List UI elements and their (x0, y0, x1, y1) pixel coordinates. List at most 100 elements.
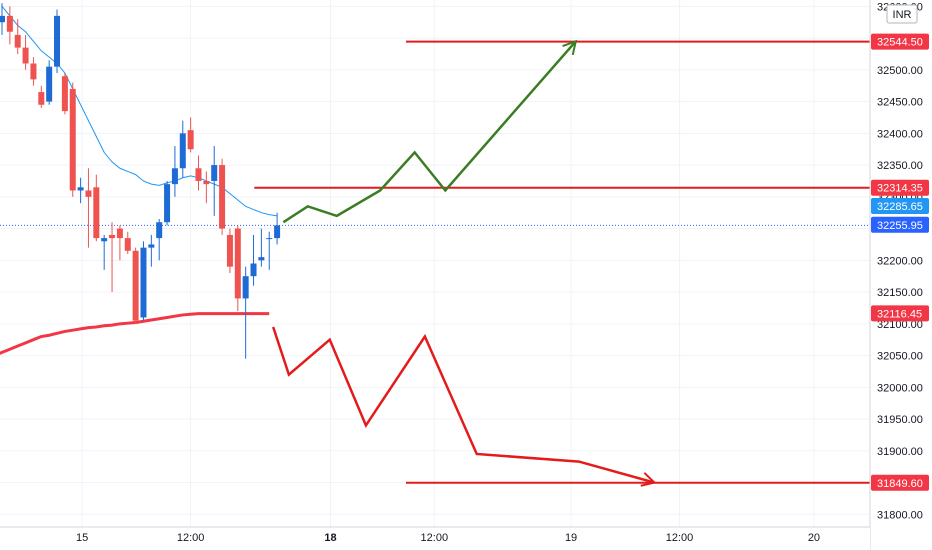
projection-drawings[interactable] (271, 39, 657, 487)
candle (219, 158, 226, 235)
candle-body (14, 34, 21, 48)
candle-body (226, 234, 233, 267)
price-tag-label: 32285.65 (877, 201, 923, 213)
candle (0, 3, 5, 35)
time-tick-label: 20 (808, 532, 820, 544)
price-tag-bg (871, 179, 929, 196)
candle (258, 228, 265, 267)
time-tick-label: 15 (76, 532, 88, 544)
candle (77, 177, 84, 204)
price-tag: 32116.45 (871, 305, 929, 322)
ema-fast-line (1, 6, 278, 217)
candle-body (54, 15, 61, 67)
grid-lines (0, 0, 870, 527)
candle (22, 34, 29, 70)
candle (211, 146, 218, 216)
candle (30, 57, 37, 86)
candle-body (124, 238, 131, 251)
candle (164, 180, 171, 226)
price-tag: 32314.35 (871, 179, 929, 196)
time-tick-label: 19 (565, 532, 577, 544)
price-tick-label: 32150.00 (877, 287, 923, 299)
candle-body (187, 130, 194, 150)
bullish-arrow-head[interactable] (562, 39, 578, 56)
candle (234, 225, 241, 312)
candle-body (85, 190, 92, 197)
moving-average-slow (0, 312, 270, 355)
bullish-projection-path[interactable] (282, 40, 577, 224)
candle (171, 146, 178, 197)
bearish-projection-path[interactable] (271, 326, 655, 484)
candle (266, 231, 273, 270)
candle (179, 120, 186, 178)
candle-body (132, 250, 139, 321)
candle (132, 247, 139, 324)
candle (274, 212, 281, 245)
candle-body (164, 184, 171, 223)
candle-body (179, 133, 186, 169)
price-tag-bg (871, 33, 929, 50)
price-tag-bg (871, 474, 929, 491)
price-axis[interactable]: 31800.0031850.0031900.0031950.0032000.00… (869, 0, 932, 550)
candle-body (69, 88, 76, 191)
candle (46, 60, 53, 105)
time-tick-label: 12:00 (421, 532, 449, 544)
price-tags: 32544.50 32314.35 32285.65 32255.95 32116.45… (871, 33, 929, 491)
candle (250, 234, 257, 286)
time-axis[interactable]: 15 12:00 18 12:00 19 12:00 20 (0, 526, 870, 550)
price-tick-label: 32450.00 (877, 97, 923, 109)
candle-body (156, 222, 163, 239)
candle-body (219, 165, 226, 229)
candle-body (258, 257, 265, 261)
candle-body (171, 168, 178, 185)
candle (116, 225, 123, 261)
ema-slow-line (0, 312, 270, 355)
candle (187, 117, 194, 153)
horizontal-levels[interactable] (254, 40, 870, 484)
candle (93, 174, 100, 242)
price-tick-label: 31950.00 (877, 414, 923, 426)
price-tick-label: 32350.00 (877, 160, 923, 172)
candle-body (93, 187, 100, 239)
currency-label[interactable]: INR (886, 4, 918, 24)
price-tag-label: 31849.60 (877, 478, 923, 490)
candle (242, 266, 249, 359)
candle (38, 85, 45, 108)
price-tag-label: 32255.95 (877, 220, 923, 232)
candle (101, 234, 108, 270)
price-axis-bg (870, 0, 932, 550)
candle (203, 171, 210, 204)
price-tag-bg (871, 216, 929, 233)
candle-body (22, 47, 29, 64)
time-tick-label: 18 (324, 532, 336, 544)
candle (54, 9, 61, 74)
candle-body (38, 92, 45, 105)
candle-body (203, 180, 210, 185)
price-tick-label: 31800.00 (877, 509, 923, 521)
candle (195, 155, 202, 191)
candle-body (234, 228, 241, 299)
price-tag-bg (871, 197, 929, 214)
candle-body (116, 228, 123, 239)
moving-average-fast (1, 6, 278, 217)
candle (14, 19, 21, 54)
candle-body (195, 168, 202, 181)
bearish-arrow-head[interactable] (640, 472, 657, 487)
price-tick-label: 32100.00 (877, 319, 923, 331)
price-tag: 32255.95 (871, 216, 929, 233)
time-tick-label: 12:00 (666, 532, 694, 544)
price-tick-label: 32000.00 (877, 382, 923, 394)
candle (148, 234, 155, 267)
price-tick-label: 32200.00 (877, 255, 923, 267)
candle-body (140, 247, 147, 318)
price-tag: 32544.50 (871, 33, 929, 50)
candle (61, 73, 68, 115)
time-tick-label: 12:00 (177, 532, 205, 544)
candle (156, 219, 163, 261)
candle-body (109, 234, 116, 239)
price-tag: 32285.65 (871, 197, 929, 214)
candle-body (30, 63, 37, 80)
price-tag-label: 32314.35 (877, 183, 923, 195)
candle-body (46, 66, 53, 102)
